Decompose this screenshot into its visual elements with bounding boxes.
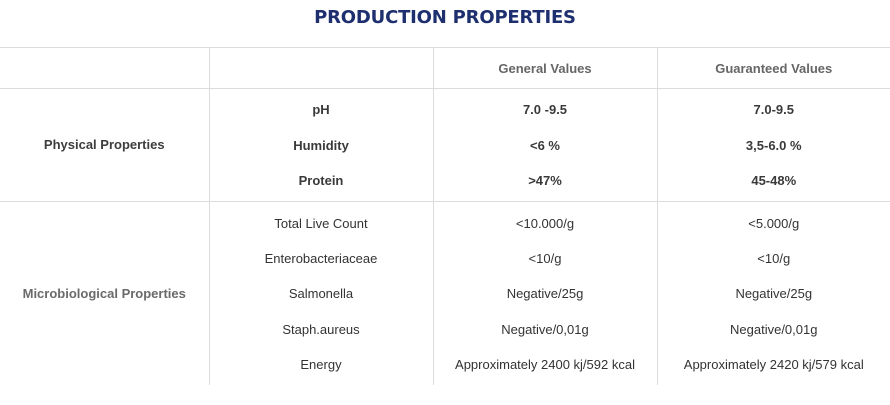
property-name: pH bbox=[312, 102, 330, 117]
guaranteed-value: 45-48% bbox=[751, 173, 797, 188]
property-name: Enterobacteriaceae bbox=[264, 250, 378, 266]
property-name: Protein bbox=[298, 173, 344, 188]
physical-property-names: pH Humidity Protein bbox=[208, 88, 433, 202]
property-name: Energy bbox=[300, 357, 342, 373]
general-value: Approximately 2400 kj/592 kcal bbox=[455, 357, 635, 373]
guaranteed-value: Negative/25g bbox=[735, 286, 813, 302]
physical-general-values: 7.0 -9.5 <6 % >47% bbox=[432, 88, 657, 202]
general-value: 7.0 -9.5 bbox=[522, 102, 568, 117]
table-header-row: General Values Guaranteed Values bbox=[0, 47, 890, 89]
physical-properties-row: Physical Properties pH Humidity Protein … bbox=[0, 88, 890, 202]
header-general-values: General Values bbox=[432, 47, 657, 89]
general-value: >47% bbox=[528, 173, 562, 188]
physical-guaranteed-values: 7.0-9.5 3,5-6.0 % 45-48% bbox=[656, 88, 890, 202]
general-value: <6 % bbox=[530, 137, 560, 153]
guaranteed-value: 7.0-9.5 bbox=[753, 102, 794, 117]
property-name: Humidity bbox=[293, 137, 349, 153]
general-value: Negative/25g bbox=[506, 286, 584, 302]
general-value: <10/g bbox=[528, 250, 562, 266]
property-name: Salmonella bbox=[288, 286, 354, 302]
general-value: Negative/0,01g bbox=[501, 321, 589, 337]
microbiological-properties-row: Microbiological Properties Total Live Co… bbox=[0, 201, 890, 386]
production-properties-table: General Values Guaranteed Values Physica… bbox=[0, 47, 890, 386]
microbiological-properties-label: Microbiological Properties bbox=[22, 285, 186, 301]
physical-properties-label: Physical Properties bbox=[0, 88, 209, 202]
micro-general-values: <10.000/g <10/g Negative/25g Negative/0,… bbox=[432, 201, 657, 386]
property-name: Staph.aureus bbox=[282, 321, 360, 337]
guaranteed-value: Negative/0,01g bbox=[730, 321, 818, 337]
micro-guaranteed-values: <5.000/g <10/g Negative/25g Negative/0,0… bbox=[656, 201, 890, 386]
header-property bbox=[208, 47, 433, 89]
guaranteed-value: <5.000/g bbox=[748, 215, 800, 231]
header-category bbox=[0, 47, 209, 89]
guaranteed-value: 3,5-6.0 % bbox=[745, 137, 802, 153]
property-name: Total Live Count bbox=[274, 215, 368, 231]
micro-property-names: Total Live Count Enterobacteriaceae Salm… bbox=[208, 201, 433, 386]
general-value: <10.000/g bbox=[515, 215, 575, 231]
page-title: PRODUCTION PROPERTIES bbox=[314, 7, 576, 28]
guaranteed-value: Approximately 2420 kj/579 kcal bbox=[683, 357, 864, 373]
header-guaranteed-values: Guaranteed Values bbox=[656, 47, 890, 89]
guaranteed-value: <10/g bbox=[757, 250, 791, 266]
